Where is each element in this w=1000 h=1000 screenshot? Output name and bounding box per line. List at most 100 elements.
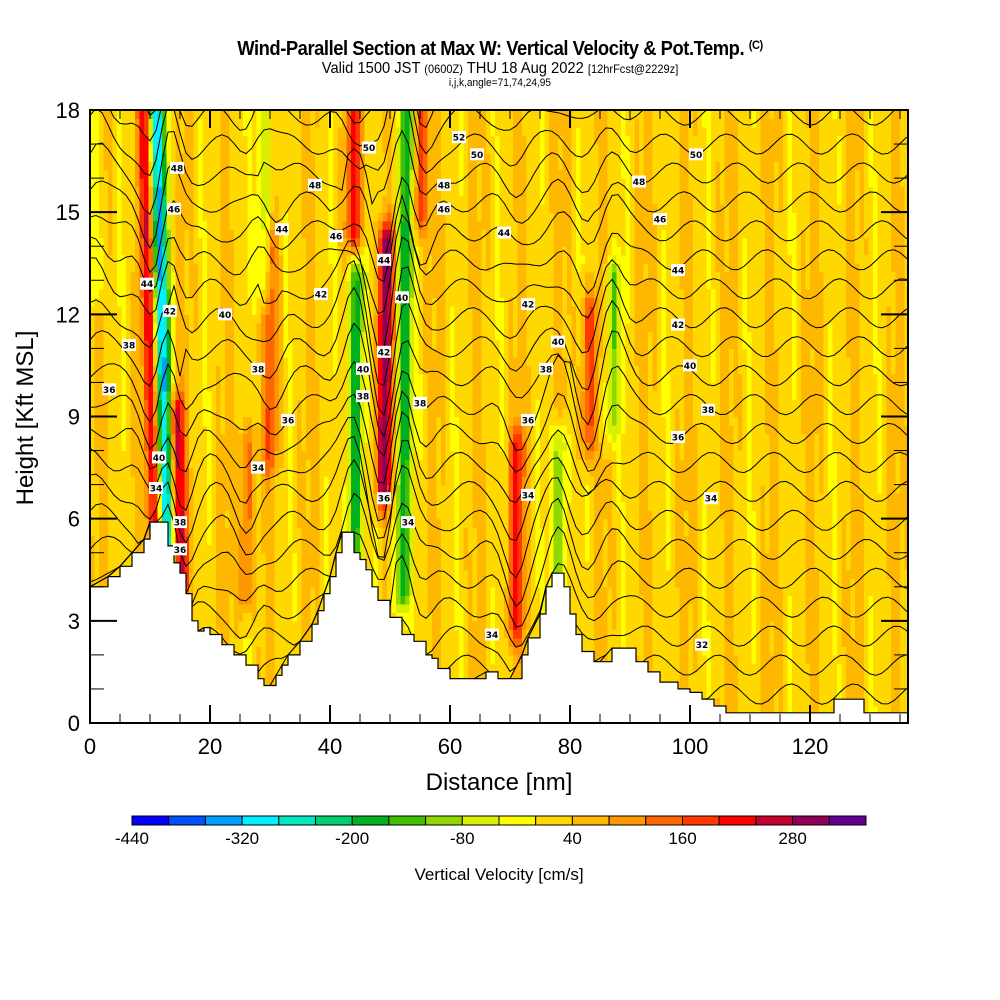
velocity-cell [193,442,199,452]
velocity-cell [396,603,402,613]
velocity-cell [265,314,271,324]
velocity-cell [99,569,105,579]
velocity-cell [261,637,267,647]
chart-title-text: Wind-Parallel Section at Max W: Vertical… [237,38,745,60]
velocity-cell [243,535,249,545]
velocity-cell [175,399,181,409]
velocity-cell [153,220,159,230]
velocity-cell [166,271,172,281]
velocity-cell [328,220,334,230]
velocity-cell [99,169,105,179]
velocity-cell [292,161,298,171]
velocity-cell [342,459,348,469]
velocity-cell [216,612,222,622]
velocity-cell [130,510,136,520]
velocity-cell [189,152,195,162]
velocity-cell [351,195,357,205]
velocity-cell [234,493,240,503]
velocity-cell [99,314,105,324]
velocity-cell [180,118,186,128]
velocity-cell [130,442,136,452]
velocity-cell [288,212,294,222]
velocity-cell [288,220,294,230]
velocity-cell [265,646,271,656]
velocity-cell [220,493,226,503]
velocity-cell [256,212,262,222]
velocity-cell [256,127,262,137]
velocity-cell [207,365,213,375]
velocity-cell [94,280,100,290]
velocity-cell [243,527,249,537]
velocity-cell [225,348,231,358]
velocity-cell [387,433,393,443]
velocity-cell [130,237,136,247]
velocity-cell [288,280,294,290]
velocity-cell [387,382,393,392]
velocity-cell [283,535,289,545]
velocity-cell [198,569,204,579]
velocity-cell [364,373,370,384]
velocity-cell [166,348,172,358]
velocity-cell [387,527,393,537]
velocity-cell [211,620,217,630]
velocity-cell [328,110,334,120]
velocity-cell [94,135,100,145]
velocity-cell [328,297,334,307]
velocity-cell [157,229,163,239]
velocity-cell [288,263,294,273]
velocity-cell [99,178,105,188]
velocity-cell [216,501,222,511]
velocity-cell [112,425,118,435]
velocity-cell [261,527,267,537]
velocity-cell [252,476,258,486]
velocity-cell [99,552,105,562]
velocity-cell [121,544,127,554]
velocity-cell [162,476,168,486]
velocity-cell [121,510,127,520]
velocity-cell [306,237,312,247]
velocity-cell [247,459,253,469]
velocity-cell [265,322,271,332]
velocity-cell [297,476,303,486]
velocity-cell [265,654,271,665]
velocity-cell [238,510,244,520]
velocity-cell [171,373,177,384]
velocity-cell [315,237,321,247]
velocity-cell [234,263,240,273]
velocity-cell [126,178,132,188]
velocity-cell [256,203,262,213]
velocity-cell [135,535,141,545]
velocity-cell [333,356,339,367]
velocity-cell [175,365,181,375]
velocity-cell [382,127,388,137]
velocity-cell [162,493,168,503]
velocity-cell [324,237,330,247]
velocity-cell [342,220,348,230]
velocity-cell [310,476,316,486]
velocity-cell [288,637,294,647]
velocity-cell [162,433,168,443]
velocity-cell [328,467,334,477]
velocity-cell [166,433,172,443]
velocity-cell [324,144,330,154]
velocity-cell [351,135,357,145]
velocity-cell [297,118,303,128]
velocity-cell [346,152,352,162]
velocity-cell [108,476,114,486]
velocity-cell [148,382,154,392]
velocity-cell [193,246,199,256]
velocity-cell [247,161,253,171]
velocity-cell [139,254,145,264]
velocity-cell [364,459,370,469]
velocity-cell [306,348,312,358]
velocity-cell [238,195,244,205]
velocity-cell [99,527,105,537]
velocity-cell [369,271,375,281]
velocity-cell [211,518,217,528]
velocity-cell [243,629,249,639]
velocity-cell [234,373,240,384]
velocity-cell [333,288,339,298]
velocity-cell [364,399,370,409]
velocity-cell [387,390,393,401]
